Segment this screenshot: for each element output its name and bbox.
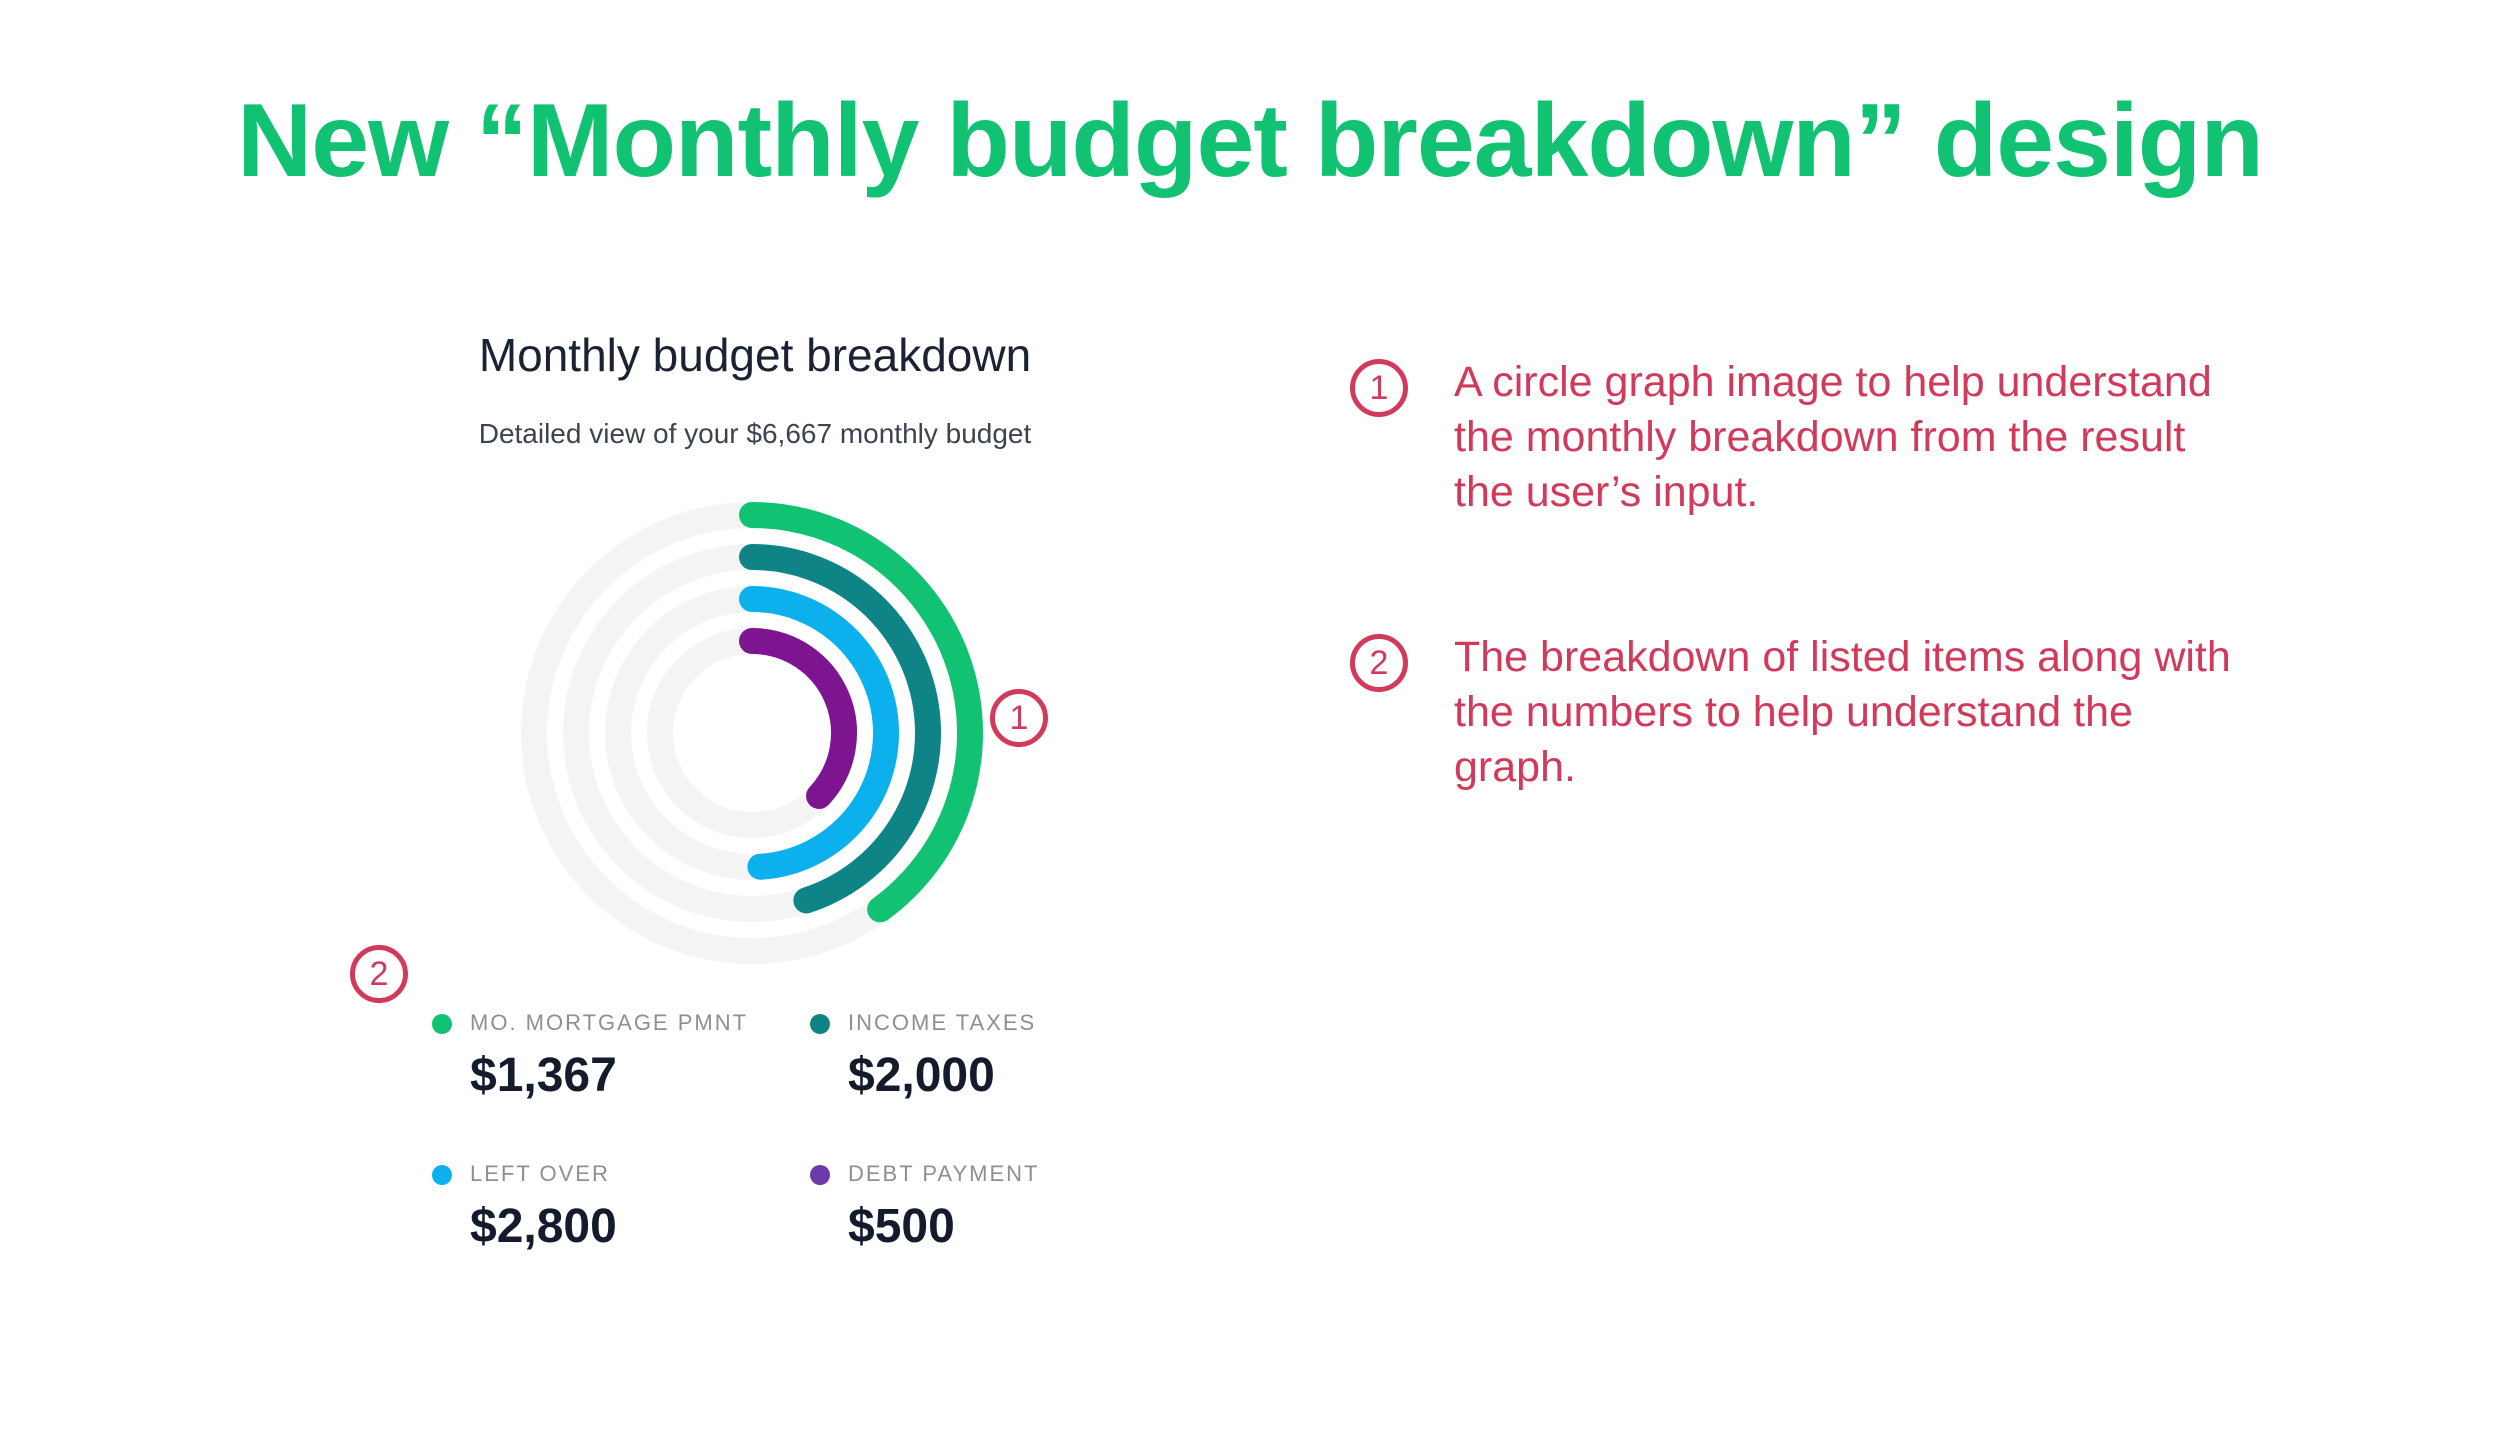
page-title: New “Monthly budget breakdown” design <box>237 83 2264 199</box>
legend-label: LEFT OVER <box>470 1161 610 1186</box>
ring-arc-income-taxes <box>739 544 941 914</box>
note-2-badge: 2 <box>1350 634 1408 692</box>
legend-item-mortgage: MO. MORTGAGE PMNT $1,367 <box>432 1006 792 1126</box>
legend-item-debt-payment: DEBT PAYMENT $500 <box>810 1157 1170 1277</box>
legend-value: $2,800 <box>470 1200 617 1253</box>
ring-arc-left-over <box>739 586 899 880</box>
callout-badge-chart: 1 <box>990 689 1048 747</box>
note-1-badge: 1 <box>1350 359 1408 417</box>
legend-dot-left-over <box>432 1165 452 1185</box>
card-subtitle: Detailed view of your $6,667 monthly bud… <box>478 418 1032 449</box>
legend-label: MO. MORTGAGE PMNT <box>470 1010 749 1035</box>
ring-arc-debt-payment <box>739 628 857 809</box>
legend-dot-debt-payment <box>810 1165 830 1185</box>
card-title: Monthly budget breakdown <box>478 329 1032 381</box>
legend-dot-mortgage <box>432 1014 452 1034</box>
legend-dot-income-taxes <box>810 1014 830 1034</box>
note-1-text: A circle graph image to help understand … <box>1454 358 2212 516</box>
legend-label: INCOME TAXES <box>848 1010 1037 1035</box>
legend-item-income-taxes: INCOME TAXES $2,000 <box>810 1006 1170 1126</box>
legend-value: $2,000 <box>848 1049 995 1102</box>
legend-label: DEBT PAYMENT <box>848 1161 1040 1186</box>
legend-value: $500 <box>848 1200 955 1253</box>
note-2-text: The breakdown of listed items along with… <box>1454 633 2231 791</box>
legend-item-left-over: LEFT OVER $2,800 <box>432 1157 792 1277</box>
ring-arc-mo-mortgage-pmnt <box>739 502 983 923</box>
callout-badge-legend: 2 <box>350 945 408 1003</box>
legend-value: $1,367 <box>470 1049 617 1102</box>
